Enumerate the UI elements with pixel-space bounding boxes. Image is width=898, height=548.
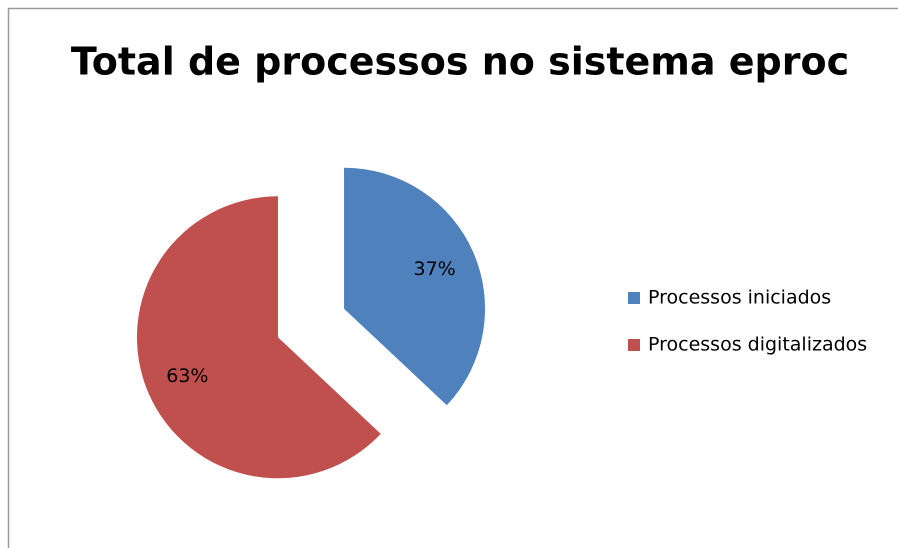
pie-slice [136,196,381,479]
legend-swatch [628,292,640,304]
chart-title: Total de processos no sistema eproc [71,40,849,84]
legend-label: Processos digitalizados [648,334,867,356]
pie-slice [344,167,486,406]
legend-label: Processos iniciados [648,287,831,309]
legend-swatch [628,339,640,351]
data-label: 63% [166,365,208,387]
chart-border [7,7,898,548]
data-label: 37% [414,258,456,280]
